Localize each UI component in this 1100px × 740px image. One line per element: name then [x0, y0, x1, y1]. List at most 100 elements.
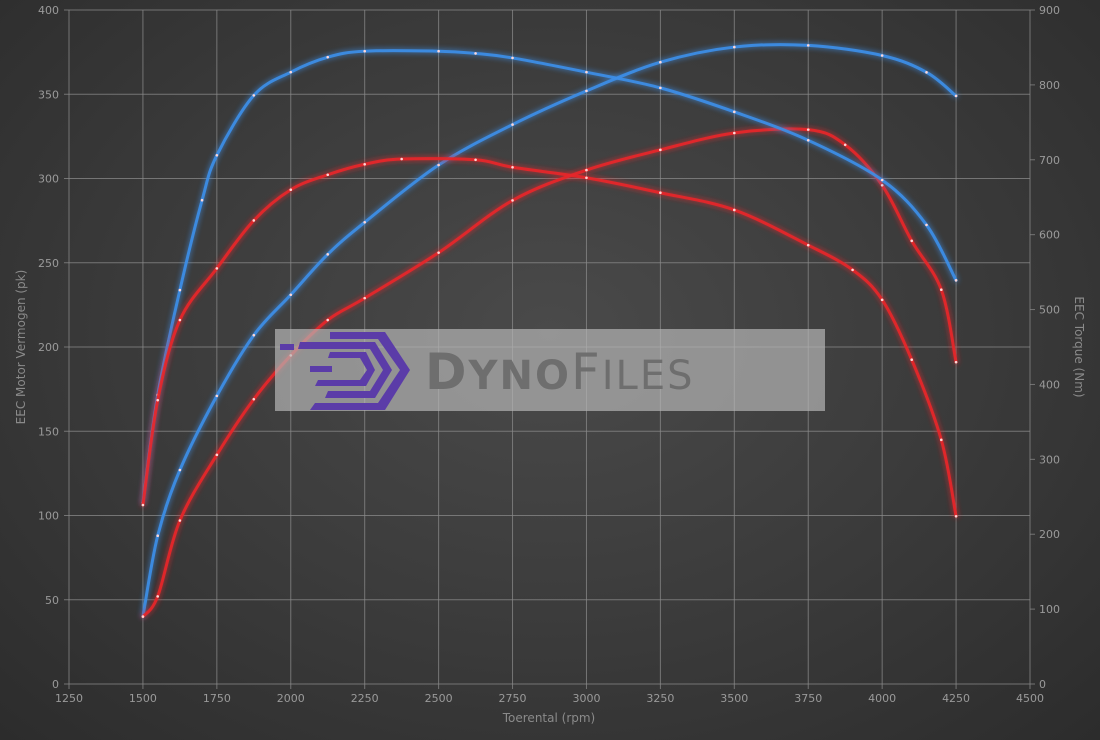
data-point	[215, 453, 219, 457]
data-point	[326, 253, 330, 256]
x-tick-label: 4500	[1016, 692, 1044, 705]
data-point	[939, 438, 943, 442]
data-point	[585, 70, 588, 74]
data-point	[585, 168, 588, 172]
data-point	[511, 199, 514, 202]
data-point	[252, 94, 256, 97]
y-axis-ticks: 0 50 100 150 200 250 300 350 400	[38, 4, 59, 691]
y-tick-label: 250	[38, 257, 59, 270]
x-tick-label: 3000	[572, 692, 600, 705]
data-point	[511, 165, 514, 169]
data-point	[326, 318, 330, 322]
y2-axis-ticks: 0 100 200 300 400 500 600 700 800 900	[1039, 4, 1060, 691]
data-point	[806, 44, 810, 47]
data-point	[178, 318, 182, 322]
x-tick-label: 3750	[794, 692, 822, 705]
data-point	[851, 268, 854, 272]
y-tick-label: 350	[38, 88, 59, 101]
y2-tick-label: 200	[1039, 528, 1060, 541]
x-tick-label: 3250	[646, 692, 674, 705]
data-point	[437, 49, 440, 53]
tuned-torque-line	[141, 49, 958, 505]
data-point	[843, 143, 847, 147]
y2-tick-label: 100	[1039, 603, 1060, 616]
data-point	[511, 123, 514, 126]
data-point	[733, 208, 736, 212]
y2-axis-label: EEC Torque (Nm)	[1072, 296, 1086, 397]
data-point	[252, 219, 256, 222]
y-tick-label: 150	[38, 425, 59, 438]
y2-tick-label: 600	[1039, 229, 1060, 242]
data-point	[880, 183, 884, 187]
data-point	[215, 394, 219, 398]
grid	[64, 9, 1035, 689]
data-point	[925, 71, 928, 74]
data-point	[511, 56, 514, 60]
y2-tick-label: 400	[1039, 378, 1060, 391]
y2-tick-label: 0	[1039, 678, 1046, 691]
data-point	[289, 188, 293, 192]
data-point	[939, 288, 943, 292]
data-point	[806, 243, 810, 247]
data-point	[215, 267, 219, 270]
data-point	[363, 162, 366, 166]
data-point	[954, 360, 958, 364]
data-point	[437, 251, 440, 254]
x-axis-ticks: 1250 1500 1750 2000 2250 2500 2750 3000 3250 3500…	[55, 692, 1044, 705]
dynofiles-logo	[280, 332, 410, 410]
x-tick-label: 4000	[868, 692, 896, 705]
y2-tick-label: 900	[1039, 4, 1060, 17]
data-point	[954, 514, 958, 518]
data-point	[880, 178, 884, 182]
data-point	[141, 615, 145, 618]
data-point	[954, 94, 958, 98]
x-tick-label: 4250	[942, 692, 970, 705]
x-tick-label: 2250	[351, 692, 379, 705]
data-point	[400, 157, 403, 161]
x-tick-label: 2500	[425, 692, 453, 705]
x-tick-label: 2000	[277, 692, 305, 705]
x-tick-label: 1750	[203, 692, 231, 705]
data-point	[252, 333, 256, 337]
y-tick-label: 400	[38, 4, 59, 17]
watermark: DYNOFILES	[275, 329, 825, 411]
data-point	[363, 49, 366, 53]
data-point	[585, 176, 588, 180]
y-tick-label: 50	[45, 594, 59, 607]
data-point	[178, 288, 182, 292]
data-point	[954, 279, 958, 282]
x-tick-label: 1500	[129, 692, 157, 705]
data-point	[659, 86, 662, 90]
data-point	[659, 60, 662, 64]
y2-tick-label: 300	[1039, 453, 1060, 466]
data-point	[200, 198, 204, 202]
data-point	[910, 358, 914, 362]
data-point	[289, 293, 293, 297]
y-tick-label: 300	[38, 173, 59, 186]
data-point	[363, 221, 366, 224]
data-point	[806, 128, 810, 131]
y2-tick-label: 700	[1039, 154, 1060, 167]
data-point	[733, 110, 736, 114]
data-point	[474, 158, 477, 162]
data-point	[880, 54, 884, 57]
data-point	[925, 223, 928, 227]
y2-tick-label: 500	[1039, 304, 1060, 317]
data-point	[910, 239, 914, 243]
data-point	[880, 298, 884, 302]
data-point	[733, 45, 736, 49]
data-point	[585, 89, 588, 93]
data-point	[156, 595, 160, 598]
data-point	[252, 397, 256, 401]
data-point	[156, 398, 160, 402]
x-tick-label: 1250	[55, 692, 83, 705]
data-point	[156, 534, 160, 538]
x-tick-label: 2750	[499, 692, 527, 705]
y-tick-label: 0	[52, 678, 59, 691]
data-point	[806, 139, 810, 142]
data-point	[474, 52, 477, 55]
y-tick-label: 100	[38, 510, 59, 523]
data-point	[215, 153, 219, 157]
data-point	[141, 503, 145, 507]
